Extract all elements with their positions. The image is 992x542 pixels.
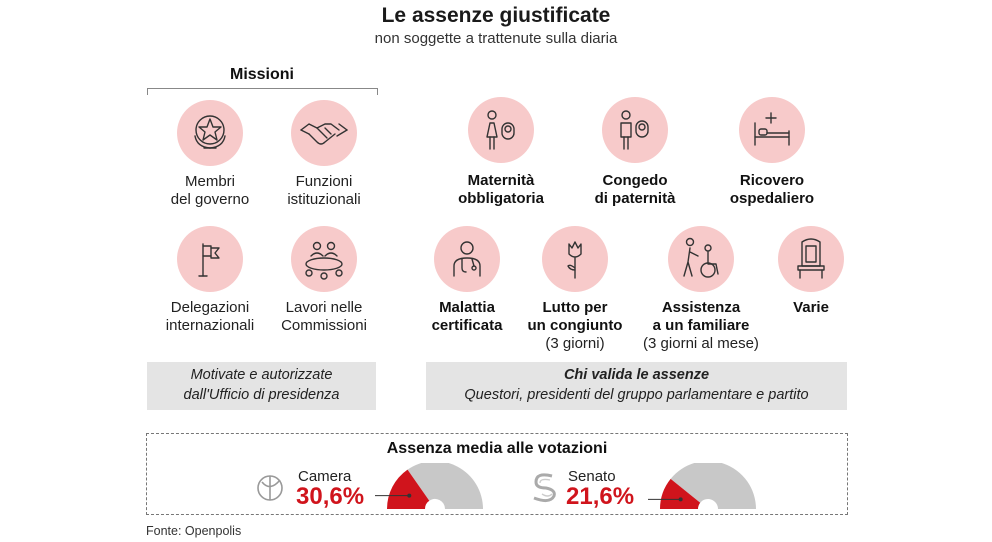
missioni-title: Missioni	[229, 66, 294, 83]
absence-box	[146, 433, 848, 515]
throne-icon	[778, 226, 844, 292]
flag-icon	[177, 226, 243, 292]
senato-gauge-rest	[670, 461, 756, 509]
mother-baby-icon	[468, 97, 534, 163]
page-title: Le assenze giustificate	[381, 4, 611, 27]
assistenza-label: Assistenza a un familiare (3 giorni al m…	[643, 299, 759, 352]
camera-gauge-rest	[407, 461, 483, 509]
ricovero-label: Ricovero ospedaliero	[729, 172, 815, 207]
camera-logo-icon	[252, 470, 292, 506]
camera-gauge-dot	[407, 493, 412, 498]
validator-title: Chi valida le assenze	[563, 367, 710, 383]
camera-label: Camera	[298, 468, 352, 485]
camera-gauge	[375, 461, 495, 509]
camera-value: 30,6%	[296, 483, 365, 510]
father-baby-icon	[602, 97, 668, 163]
validator-box: Chi valida le assenze Questori, presiden…	[426, 362, 847, 410]
handshake-icon	[291, 100, 357, 166]
delegazioni-label: Delegazioni internazionali	[165, 299, 255, 334]
lutto-label: Lutto per un congiunto (3 giorni)	[527, 299, 623, 352]
doctor-icon	[434, 226, 500, 292]
italian-emblem-icon	[177, 100, 243, 166]
senato-gauge-fill	[660, 478, 701, 509]
meeting-table-icon	[291, 226, 357, 292]
senato-logo-icon	[524, 468, 564, 506]
missioni-bracket	[147, 88, 378, 95]
malattia-label: Malattia certificata	[431, 299, 503, 334]
funzioni-istituzionali-label: Funzioni istituzionali	[287, 173, 361, 208]
camera-gauge-fill	[387, 469, 430, 509]
senato-gauge	[648, 461, 768, 509]
wheelchair-icon	[668, 226, 734, 292]
maternita-label: Maternità obbligatoria	[458, 172, 544, 207]
membri-governo-label: Membri del governo	[170, 173, 250, 208]
senato-label: Senato	[568, 468, 616, 485]
validator-text: Questori, presidenti del gruppo parlamen…	[464, 387, 809, 403]
lavori-commissioni-label: Lavori nelle Commissioni	[281, 299, 367, 334]
source-note: Fonte: Openpolis	[146, 524, 242, 538]
absence-title: Assenza media alle votazioni	[386, 440, 608, 457]
rose-icon	[542, 226, 608, 292]
senato-value: 21,6%	[566, 483, 635, 510]
page-subtitle: non soggette a trattenute sulla diaria	[374, 30, 618, 47]
hospital-bed-icon	[739, 97, 805, 163]
congedo-label: Congedo di paternità	[594, 172, 676, 207]
varie-label: Varie	[793, 299, 829, 316]
missioni-note: Motivate e autorizzate dall'Ufficio di p…	[147, 362, 376, 410]
senato-gauge-dot	[678, 497, 683, 502]
